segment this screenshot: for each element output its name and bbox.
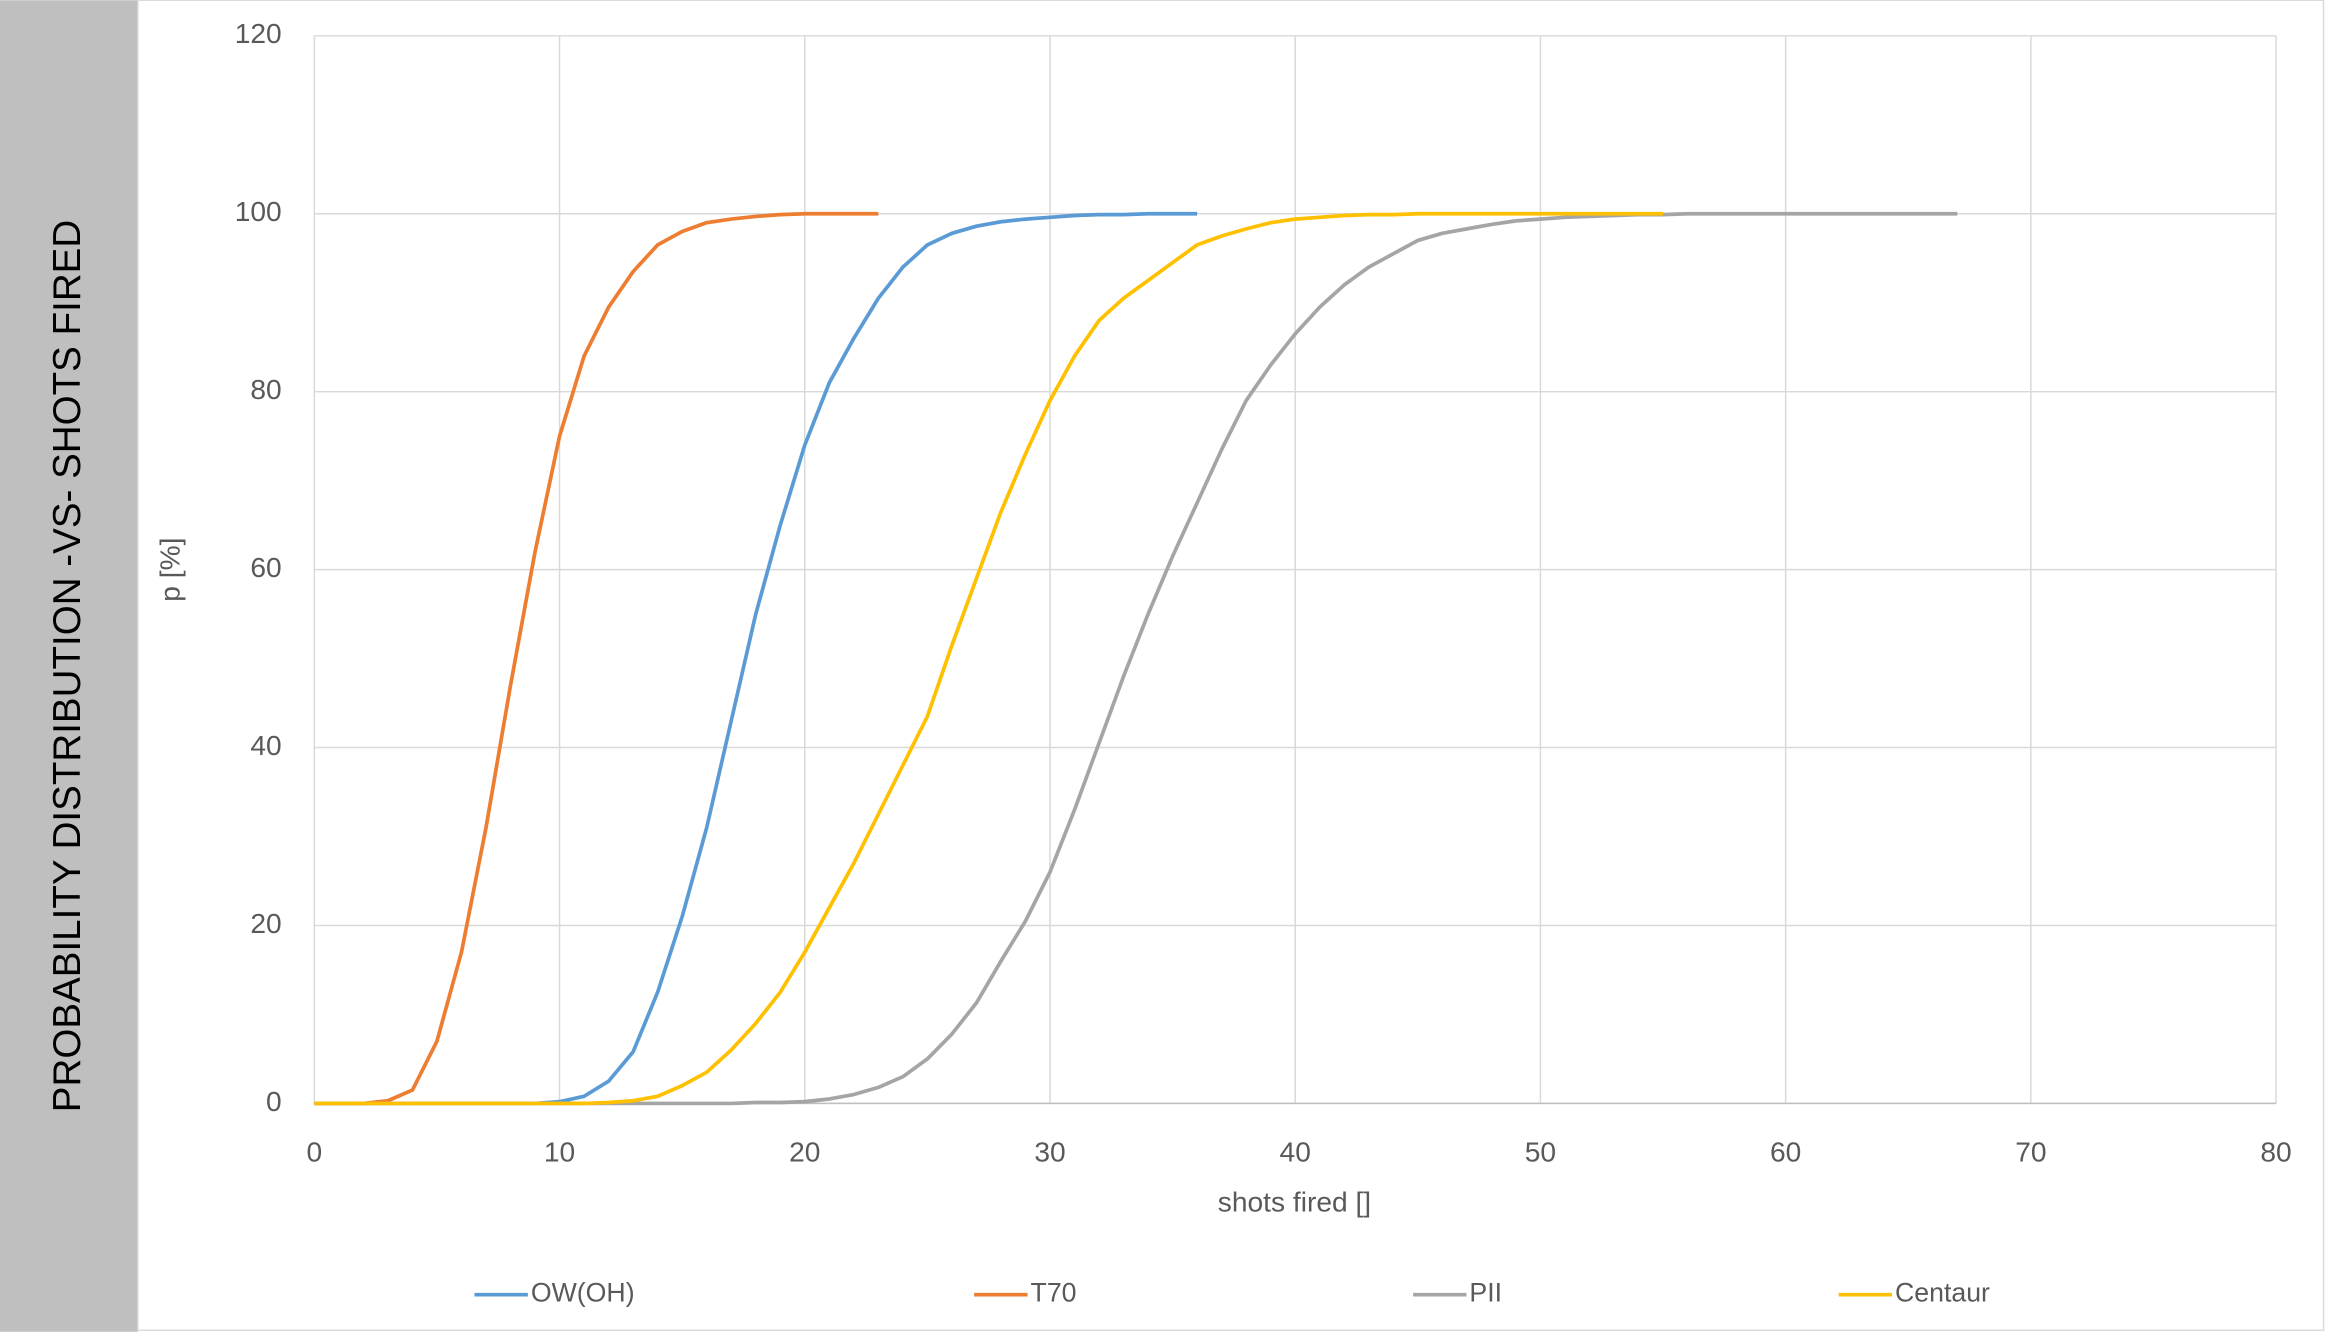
- series-line: [314, 211, 879, 1106]
- x-axis-label: shots fired []: [1218, 1186, 1371, 1218]
- series-line: [314, 211, 1198, 1106]
- y-tick-label: 40: [250, 729, 281, 761]
- chart-title: PROBABILITY DISTRIBUTION -VS- SHOTS FIRE…: [46, 220, 89, 1112]
- x-tick-label: 70: [2015, 1135, 2046, 1167]
- x-tick-label: 20: [789, 1135, 820, 1167]
- y-tick-label: 120: [235, 17, 282, 49]
- y-tick-label: 20: [250, 907, 281, 939]
- x-tick-label: 30: [1034, 1135, 1065, 1167]
- x-tick-label: 50: [1525, 1135, 1556, 1167]
- x-tick-label: 80: [2260, 1135, 2291, 1167]
- x-tick-label: 40: [1280, 1135, 1311, 1167]
- y-tick-label: 80: [250, 373, 281, 405]
- legend-label: T70: [1031, 1278, 1077, 1308]
- series-line: [314, 211, 1664, 1106]
- y-tick-label: 60: [250, 551, 281, 583]
- x-tick-label: 0: [307, 1135, 323, 1167]
- series-line: [314, 211, 1958, 1106]
- legend-label: OW(OH): [531, 1278, 635, 1308]
- x-tick-label: 10: [544, 1135, 575, 1167]
- chart-border: [137, 0, 2325, 1332]
- y-axis-label: p [%]: [153, 538, 185, 602]
- legend-label: Centaur: [1895, 1278, 1990, 1308]
- x-tick-label: 60: [1770, 1135, 1801, 1167]
- y-tick-label: 100: [235, 195, 282, 227]
- title-band: [0, 0, 138, 1332]
- y-tick-label: 0: [266, 1085, 282, 1117]
- legend-label: PII: [1469, 1278, 1502, 1308]
